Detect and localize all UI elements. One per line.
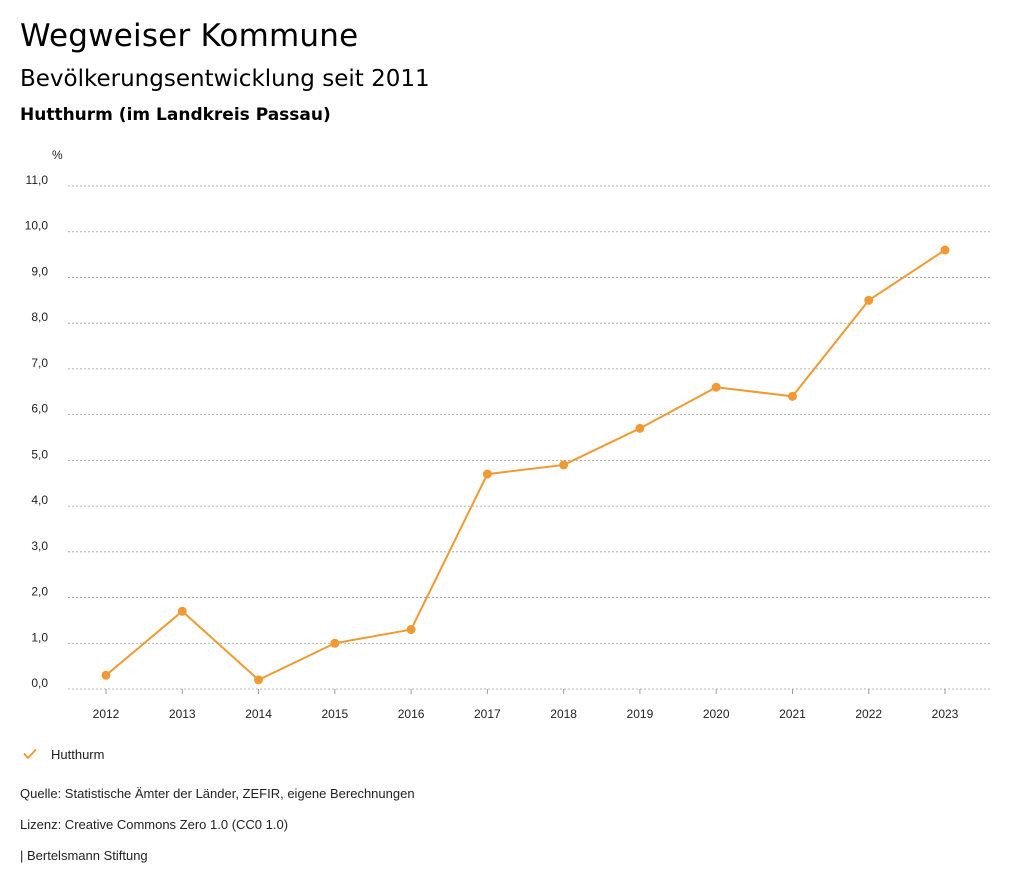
check-icon: [23, 749, 37, 759]
data-point[interactable]: [940, 245, 950, 255]
data-point[interactable]: [330, 638, 340, 648]
x-tick-label: 2017: [474, 707, 501, 721]
y-tick-label: 3,0: [31, 539, 48, 553]
y-axis-unit: %: [52, 148, 63, 162]
data-point[interactable]: [254, 675, 264, 685]
x-tick-label: 2020: [703, 707, 730, 721]
y-tick-label: 8,0: [31, 310, 48, 324]
series-line: [105, 249, 946, 681]
data-point[interactable]: [864, 295, 874, 305]
chart-subtitle: Bevölkerungsentwicklung seit 2011: [20, 66, 430, 92]
x-tick-label: 2014: [245, 707, 272, 721]
line-chart: % 0,0 1,0 2,0 3,0 4,0 5,0 6,0 7,0 8,0 9,0 10,0 11,0…: [25, 148, 990, 721]
y-axis-ticks: 0,0 1,0 2,0 3,0 4,0 5,0 6,0 7,0 8,0 9,0 10,0 11,0: [25, 173, 49, 690]
y-tick-label: 2,0: [31, 585, 48, 599]
x-tick-label: 2012: [93, 707, 120, 721]
x-tick-label: 2013: [169, 707, 196, 721]
y-tick-label: 9,0: [31, 264, 48, 278]
data-point[interactable]: [711, 382, 721, 392]
x-tick-label: 2019: [627, 707, 654, 721]
data-point[interactable]: [635, 423, 645, 433]
legend-label: Hutthurm: [51, 746, 105, 762]
data-point[interactable]: [101, 670, 111, 680]
grid-lines: [68, 185, 990, 690]
y-tick-label: 11,0: [26, 173, 49, 187]
chart-title: Wegweiser Kommune: [20, 18, 359, 54]
data-point[interactable]: [787, 391, 797, 401]
legend[interactable]: Hutthurm: [20, 744, 104, 764]
publisher-note: | Bertelsmann Stiftung: [20, 848, 148, 863]
x-tick-label: 2023: [932, 707, 959, 721]
series-hutthurm: [101, 245, 950, 685]
y-tick-label: 6,0: [31, 402, 48, 416]
x-tick-label: 2015: [321, 707, 348, 721]
y-tick-label: 7,0: [31, 356, 48, 370]
x-tick-label: 2018: [550, 707, 577, 721]
data-point[interactable]: [482, 469, 492, 479]
data-point[interactable]: [177, 606, 187, 616]
data-point[interactable]: [559, 460, 569, 470]
source-note: Quelle: Statistische Ämter der Länder, Z…: [20, 786, 415, 801]
y-tick-label: 1,0: [31, 630, 48, 644]
x-tick-label: 2021: [779, 707, 806, 721]
y-tick-label: 5,0: [31, 447, 48, 461]
region-label: Hutthurm (im Landkreis Passau): [20, 105, 331, 125]
y-tick-label: 4,0: [31, 493, 48, 507]
x-axis-ticks: 2012 2013 2014 2015 2016 2017 2018 2019 2020 2021…: [93, 689, 959, 721]
x-tick-label: 2022: [855, 707, 882, 721]
license-note: Lizenz: Creative Commons Zero 1.0 (CC0 1…: [20, 817, 289, 832]
y-tick-label: 0,0: [31, 676, 48, 690]
data-point[interactable]: [406, 625, 416, 635]
x-tick-label: 2016: [398, 707, 425, 721]
y-tick-label: 10,0: [25, 219, 49, 233]
